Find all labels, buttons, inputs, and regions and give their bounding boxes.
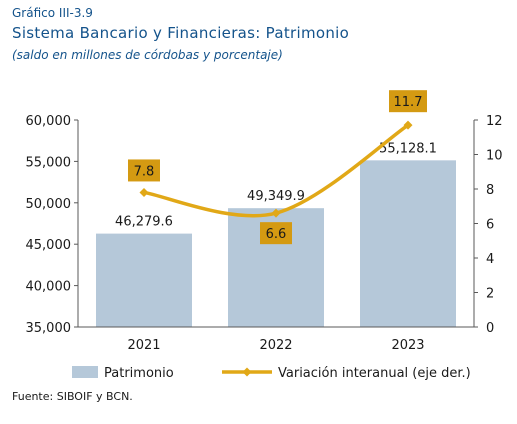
- line-marker: [139, 187, 149, 197]
- bar-data-label: 46,279.6: [115, 215, 173, 230]
- x-tick-label: 2022: [259, 338, 292, 353]
- line-data-label-box: [128, 159, 160, 182]
- line-data-label: 7.8: [134, 164, 155, 179]
- bar: [360, 160, 456, 327]
- right-tick-label: 8: [486, 183, 494, 198]
- figure-label: Gráfico III-3.9: [12, 6, 93, 20]
- x-tick-label: 2021: [127, 338, 160, 353]
- right-tick-label: 2: [486, 287, 494, 302]
- legend-swatch-patrimonio: [72, 366, 98, 378]
- left-tick-label: 40,000: [26, 280, 72, 295]
- bar-data-label: 55,128.1: [379, 141, 437, 156]
- left-tick-label: 50,000: [26, 197, 72, 212]
- right-tick-label: 4: [486, 252, 494, 267]
- legend: Patrimonio Variación interanual (eje der.…: [72, 366, 471, 381]
- left-axis: 35,000 40,000 45,000 50,000 55,000 60,000: [26, 114, 79, 336]
- right-tick-label: 10: [486, 149, 503, 164]
- right-tick-label: 0: [486, 321, 494, 336]
- chart-title: Sistema Bancario y Financieras: Patrimon…: [12, 24, 350, 42]
- x-axis: 2021 2022 2023: [78, 326, 474, 353]
- left-tick-label: 35,000: [26, 321, 72, 336]
- left-tick-label: 60,000: [26, 114, 72, 129]
- chart-subtitle: (saldo en millones de córdobas y porcent…: [12, 48, 283, 62]
- line-marker: [271, 208, 281, 218]
- source-note: Fuente: SIBOIF y BCN.: [12, 390, 133, 403]
- right-tick-label: 6: [486, 218, 494, 233]
- left-tick-label: 55,000: [26, 155, 72, 170]
- line-series: 7.8 6.6 11.7: [128, 90, 427, 245]
- line-data-label: 11.7: [394, 95, 423, 110]
- line-marker: [403, 120, 413, 130]
- legend-label-variacion: Variación interanual (eje der.): [278, 366, 471, 381]
- bar-data-label: 49,349.9: [247, 189, 305, 204]
- legend-label-patrimonio: Patrimonio: [104, 366, 174, 381]
- line-data-label-box: [260, 222, 292, 245]
- right-tick-label: 12: [486, 114, 503, 129]
- left-tick-label: 45,000: [26, 238, 72, 253]
- legend-marker-variacion: [242, 367, 252, 377]
- line-data-label-box: [389, 90, 427, 113]
- right-axis: 0 2 4 6 8 10 12: [473, 114, 503, 336]
- line-data-label: 6.6: [266, 227, 287, 242]
- bar: [96, 233, 192, 327]
- x-tick-label: 2023: [391, 338, 424, 353]
- bar-series: 46,279.6 49,349.9 55,128.1: [96, 141, 456, 327]
